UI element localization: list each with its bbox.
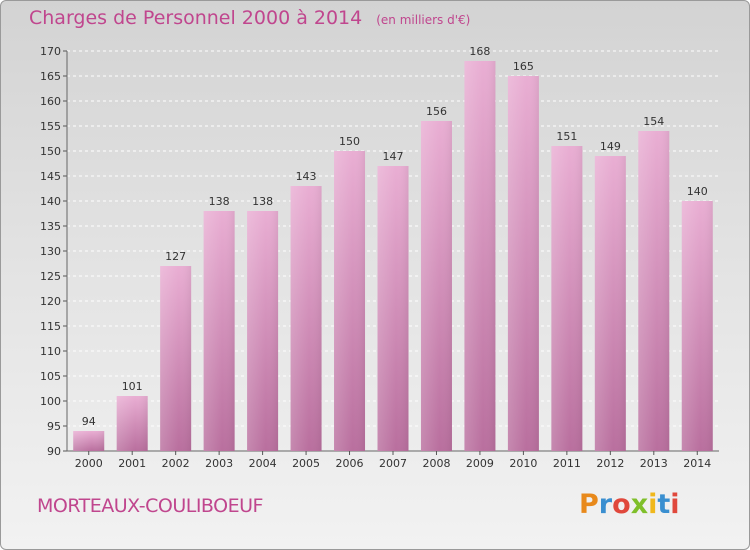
y-tick-label: 100: [40, 395, 61, 408]
bar-shade: [247, 211, 279, 451]
data-label: 156: [426, 105, 447, 118]
x-tick-label: 2009: [466, 457, 494, 470]
y-tick-label: 165: [40, 70, 61, 83]
data-label: 149: [600, 140, 621, 153]
logo-letter: i: [648, 489, 658, 520]
x-tick-label: 2000: [75, 457, 103, 470]
y-tick-label: 120: [40, 295, 61, 308]
bar-shade: [638, 131, 670, 451]
x-tick-label: 2013: [640, 457, 668, 470]
data-label: 147: [383, 150, 404, 163]
x-tick-label: 2012: [596, 457, 624, 470]
bar-shade: [507, 76, 539, 451]
logo-letter: r: [598, 489, 613, 520]
logo-letter: x: [630, 489, 649, 520]
y-tick-label: 135: [40, 220, 61, 233]
bar-shade: [681, 201, 713, 451]
data-label: 143: [296, 170, 317, 183]
bar-shade: [551, 146, 583, 451]
x-tick-label: 2003: [205, 457, 233, 470]
logo-letter: i: [670, 489, 680, 520]
bar-shade: [334, 151, 366, 451]
y-tick-label: 155: [40, 120, 61, 133]
title-text: Charges de Personnel 2000 à 2014: [29, 7, 363, 29]
data-label: 165: [513, 60, 534, 73]
x-tick-label: 2008: [422, 457, 450, 470]
x-tick-label: 2001: [118, 457, 146, 470]
data-label: 138: [209, 195, 230, 208]
bar-shade: [290, 186, 322, 451]
x-tick-label: 2007: [379, 457, 407, 470]
y-tick-label: 145: [40, 170, 61, 183]
data-label: 150: [339, 135, 360, 148]
y-tick-label: 140: [40, 195, 61, 208]
data-label: 101: [122, 380, 143, 393]
bar-shade: [203, 211, 235, 451]
x-tick-label: 2010: [509, 457, 537, 470]
data-label: 94: [82, 415, 96, 428]
y-tick-label: 115: [40, 320, 61, 333]
x-tick-label: 2011: [553, 457, 581, 470]
unit-label: (en milliers d'€): [376, 13, 471, 27]
bar-shade: [420, 121, 452, 451]
logo-letter: P: [579, 489, 599, 520]
x-tick-label: 2002: [162, 457, 190, 470]
bar-shade: [73, 431, 105, 451]
bar-shade: [464, 61, 496, 451]
y-tick-label: 150: [40, 145, 61, 158]
y-tick-label: 95: [47, 420, 61, 433]
commune-name: MORTEAUX-COULIBOEUF: [37, 495, 263, 517]
proxiti-logo[interactable]: Proxiti: [579, 489, 680, 520]
data-label: 140: [687, 185, 708, 198]
y-tick-label: 125: [40, 270, 61, 283]
y-tick-label: 110: [40, 345, 61, 358]
y-tick-label: 130: [40, 245, 61, 258]
y-tick-label: 105: [40, 370, 61, 383]
logo-letter: t: [657, 489, 671, 520]
bar-shade: [116, 396, 148, 451]
bar-shade: [160, 266, 192, 451]
data-label: 168: [469, 45, 490, 58]
bar-shade: [377, 166, 409, 451]
x-tick-label: 2005: [292, 457, 320, 470]
bar-shade: [594, 156, 626, 451]
x-tick-label: 2006: [336, 457, 364, 470]
data-label: 138: [252, 195, 273, 208]
y-tick-label: 170: [40, 45, 61, 58]
y-tick-label: 90: [47, 445, 61, 458]
logo-letter: o: [612, 489, 631, 520]
data-label: 151: [556, 130, 577, 143]
data-label: 127: [165, 250, 186, 263]
data-label: 154: [643, 115, 664, 128]
x-tick-label: 2014: [683, 457, 711, 470]
chart-title: Charges de Personnel 2000 à 2014 (en mill…: [29, 7, 470, 29]
x-tick-label: 2004: [249, 457, 277, 470]
y-tick-label: 160: [40, 95, 61, 108]
